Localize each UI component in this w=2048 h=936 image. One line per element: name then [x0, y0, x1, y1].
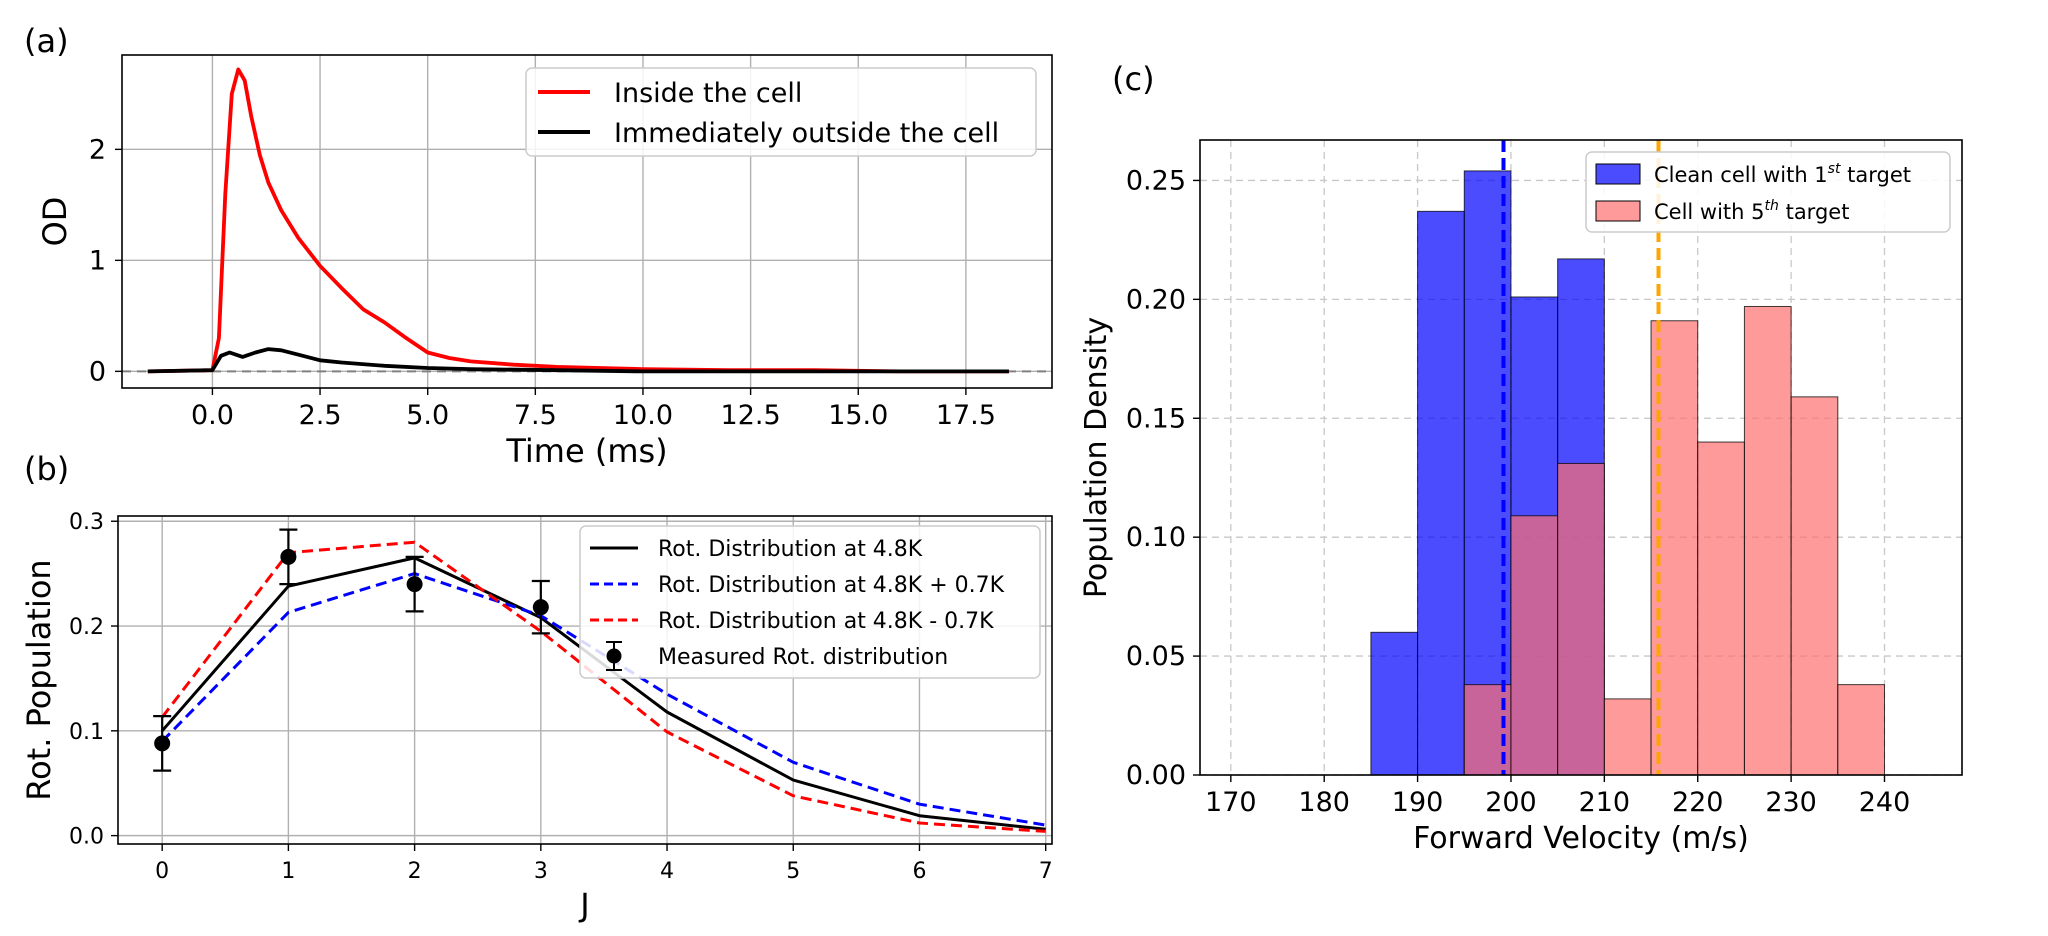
x-tick-label: 7.5 [514, 400, 557, 431]
chart-c: 170 180 190 200 210 220 230 240 0.00 0.05 0.10 0.15… [1079, 139, 1963, 856]
chart-b: 0 1 2 3 4 5 6 7 0.0 0.1 0.2 0.3 J Rot. Population Rot.… [20, 510, 1053, 924]
histogram-bar-0 [1370, 631, 1419, 776]
x-tick-label: 17.5 [936, 400, 996, 431]
legend-label-suffix: target [1840, 163, 1911, 187]
y-tick-label: 2 [89, 134, 106, 165]
x-tick-label: 230 [1765, 787, 1817, 818]
legend-box [579, 525, 1041, 679]
legend-swatch [1595, 163, 1641, 185]
y-tick-label: 0.2 [69, 615, 104, 640]
legend-marker [606, 648, 622, 664]
x-tick-label: 10.0 [613, 400, 673, 431]
series-line-outside-cell [147, 347, 1009, 374]
x-tick-label: 5.0 [406, 400, 449, 431]
x-tick-label: 170 [1205, 787, 1257, 818]
y-tick-label: 0.1 [69, 720, 104, 745]
legend-label: Measured Rot. distribution [658, 645, 948, 670]
y-tick-label: 0.05 [1126, 641, 1186, 672]
histogram-bar-1 [1603, 698, 1652, 776]
panel-label-a: (a) [24, 22, 69, 60]
x-tick-label: 1 [281, 859, 295, 884]
y-tick-label: 0.0 [69, 825, 104, 850]
legend-label-superscript: st [1828, 161, 1841, 177]
x-tick-label: 0 [155, 859, 169, 884]
x-tick-label: 0.0 [191, 400, 234, 431]
x-tick-label: 180 [1298, 787, 1350, 818]
histogram-bar-1 [1743, 305, 1792, 776]
legend-label: Rot. Distribution at 4.8K + 0.7K [658, 573, 1005, 598]
chart-b-frame [117, 515, 1053, 845]
legend-label: Inside the cell [614, 78, 802, 109]
x-tick-label: 210 [1579, 787, 1631, 818]
y-axis-title: Population Density [1079, 317, 1114, 598]
x-tick-label: 220 [1672, 787, 1724, 818]
legend-b: Rot. Distribution at 4.8K Rot. Distributi… [579, 525, 1041, 679]
y-tick-label: 1 [89, 245, 106, 276]
legend-label: Cell with 5th target [1654, 198, 1849, 224]
x-tick-label: 190 [1392, 787, 1444, 818]
x-tick-label: 4 [660, 859, 674, 884]
y-tick-label: 0.25 [1126, 165, 1186, 196]
legend-label-main: Cell with 5 [1654, 200, 1765, 224]
histogram-bar-1 [1697, 441, 1745, 776]
legend-label: Immediately outside the cell [614, 118, 999, 149]
chart-a-frame [121, 54, 1053, 389]
legend-label-main: Clean cell with 1 [1654, 163, 1828, 187]
y-tick-label: 0.3 [69, 510, 104, 535]
legend-label: Clean cell with 1st target [1654, 161, 1911, 187]
x-tick-label: 7 [1039, 859, 1053, 884]
measured-point [406, 576, 423, 593]
legend-label: Rot. Distribution at 4.8K - 0.7K [658, 609, 994, 634]
x-tick-label: 6 [912, 859, 926, 884]
measured-point [532, 599, 549, 616]
x-tick-label: 15.0 [828, 400, 888, 431]
panel-label-c: (c) [1112, 60, 1155, 98]
x-axis-title: Forward Velocity (m/s) [1413, 821, 1749, 856]
x-tick-label: 2.5 [299, 400, 342, 431]
x-tick-label: 12.5 [721, 400, 781, 431]
measured-point [280, 548, 297, 565]
chart-c-frame [1199, 139, 1963, 776]
y-tick-label: 0 [89, 356, 106, 387]
histogram-bar-1 [1790, 396, 1839, 776]
x-tick-label: 2 [408, 859, 422, 884]
legend-label-superscript: th [1765, 198, 1779, 214]
histogram-bar-1 [1557, 462, 1605, 776]
y-axis-title: OD [36, 197, 74, 247]
chart-a: 0.0 2.5 5.0 7.5 10.0 12.5 15.0 17.5 0 1 2 Time (ms)… [36, 54, 1053, 470]
legend-box [525, 67, 1037, 157]
series-line-inside-cell [147, 67, 1009, 374]
y-tick-label: 0.20 [1126, 284, 1186, 315]
histogram-bar-0 [1417, 210, 1465, 776]
legend-box [1585, 151, 1951, 233]
x-axis-title: Time (ms) [505, 432, 667, 470]
x-tick-label: 240 [1859, 787, 1911, 818]
measured-point [154, 735, 171, 752]
histogram-bar-1 [1510, 515, 1559, 776]
legend-label: Rot. Distribution at 4.8K [658, 537, 923, 562]
legend-label-suffix: target [1779, 200, 1850, 224]
legend-swatch [1595, 200, 1641, 222]
x-tick-label: 5 [786, 859, 800, 884]
x-tick-label: 200 [1485, 787, 1537, 818]
x-tick-label: 3 [534, 859, 548, 884]
y-tick-label: 0.00 [1126, 760, 1186, 791]
series-line-2 [161, 540, 1046, 833]
x-axis-title: J [578, 886, 589, 924]
histogram-bar-1 [1837, 684, 1885, 776]
legend-a: Inside the cell Immediately outside the c… [525, 67, 1037, 157]
panel-label-b: (b) [24, 450, 69, 488]
y-tick-label: 0.15 [1126, 403, 1186, 434]
y-tick-label: 0.10 [1126, 522, 1186, 553]
y-axis-title: Rot. Population [20, 559, 58, 800]
